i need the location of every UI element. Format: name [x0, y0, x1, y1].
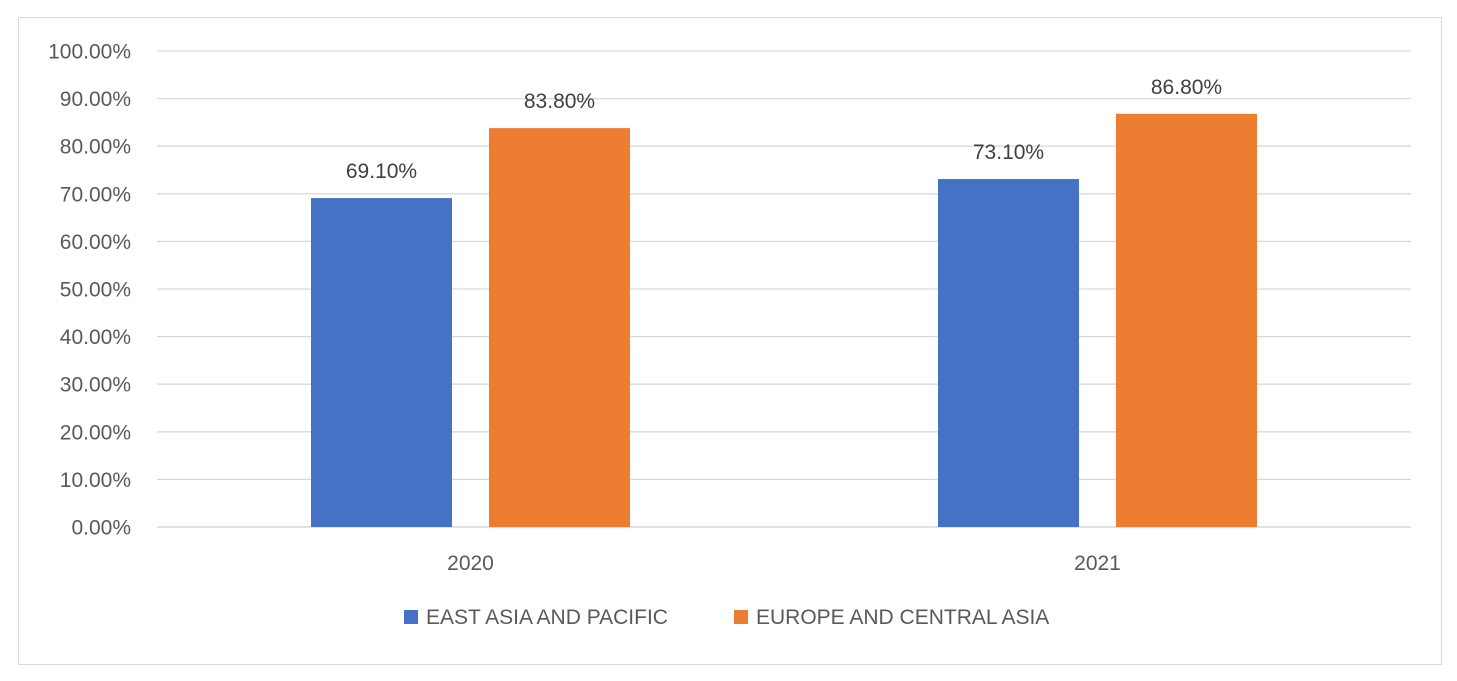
x-tick-label: 2021 — [1074, 552, 1121, 575]
y-tick-label: 0.00% — [71, 517, 131, 540]
y-tick-label: 10.00% — [60, 469, 131, 492]
y-tick-label: 80.00% — [60, 136, 131, 159]
legend-swatch — [734, 610, 748, 624]
bar-east-asia-pacific-2021 — [938, 179, 1079, 527]
y-tick-label: 50.00% — [60, 279, 131, 302]
bar-europe-central-asia-2021 — [1116, 113, 1257, 527]
y-tick-label: 60.00% — [60, 231, 131, 254]
y-tick-label: 30.00% — [60, 374, 131, 397]
bar-east-asia-pacific-2020 — [311, 198, 452, 528]
legend-label: EUROPE AND CENTRAL ASIA — [756, 606, 1049, 629]
x-tick-label: 2020 — [447, 552, 494, 575]
y-tick-label: 40.00% — [60, 326, 131, 349]
data-label: 69.10% — [346, 160, 417, 183]
y-tick-label: 100.00% — [48, 41, 131, 64]
legend-swatch — [404, 610, 418, 624]
y-tick-label: 70.00% — [60, 183, 131, 206]
data-label: 73.10% — [973, 141, 1044, 164]
data-label: 83.80% — [524, 90, 595, 113]
y-tick-label: 90.00% — [60, 88, 131, 111]
bar-europe-central-asia-2020 — [489, 128, 630, 527]
y-tick-label: 20.00% — [60, 421, 131, 444]
legend-label: EAST ASIA AND PACIFIC — [426, 606, 668, 629]
data-label: 86.80% — [1151, 76, 1222, 99]
